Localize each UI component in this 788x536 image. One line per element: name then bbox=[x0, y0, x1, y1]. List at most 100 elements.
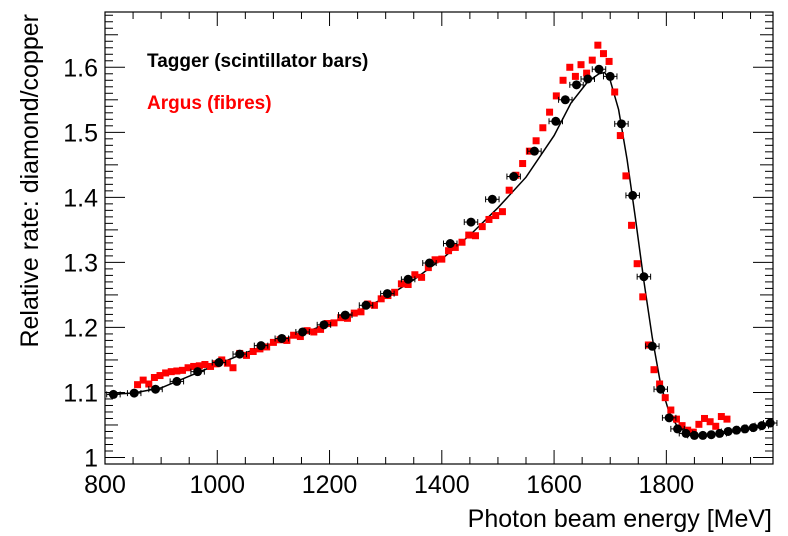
argus-point bbox=[519, 160, 527, 168]
argus-point bbox=[173, 367, 181, 375]
x-axis: 800 1000 1200 1400 1600 1800 bbox=[84, 12, 752, 499]
y-axis-title: Relative rate: diamond/copper bbox=[16, 14, 44, 348]
argus-point bbox=[139, 376, 147, 384]
tagger-point bbox=[639, 272, 649, 282]
argus-point bbox=[317, 325, 325, 333]
tagger-point bbox=[616, 119, 626, 129]
tagger-point bbox=[732, 425, 742, 435]
argus-point bbox=[418, 273, 426, 281]
tagger-point bbox=[277, 333, 287, 343]
tagger-point bbox=[681, 428, 691, 438]
legend: Tagger (scintillator bars) Argus (fibres… bbox=[147, 51, 368, 114]
tagger-point bbox=[193, 367, 203, 377]
argus-point bbox=[296, 333, 304, 341]
tagger-point bbox=[509, 172, 519, 182]
tagger-point bbox=[560, 95, 570, 105]
tagger-point bbox=[647, 341, 657, 351]
argus-point bbox=[611, 88, 619, 96]
argus-point bbox=[465, 231, 473, 239]
argus-point bbox=[478, 223, 486, 231]
argus-point bbox=[201, 360, 209, 368]
y-tick-label: 1 bbox=[84, 444, 98, 472]
argus-point bbox=[599, 50, 607, 58]
tagger-point bbox=[757, 421, 767, 431]
argus-point bbox=[350, 309, 358, 317]
argus-point bbox=[701, 414, 709, 422]
argus-point bbox=[583, 69, 591, 77]
tagger-point bbox=[594, 64, 604, 74]
y-tick-label: 1.1 bbox=[63, 379, 98, 407]
tagger-point bbox=[466, 217, 476, 227]
argus-point bbox=[656, 380, 664, 388]
tagger-point bbox=[424, 258, 434, 268]
argus-point bbox=[471, 232, 479, 240]
argus-point bbox=[552, 92, 560, 100]
argus-point bbox=[156, 372, 164, 380]
argus-point bbox=[695, 420, 703, 428]
argus-point bbox=[723, 415, 731, 423]
argus-point bbox=[310, 328, 318, 336]
tagger-point bbox=[172, 376, 182, 386]
legend-entry-tagger: Tagger (scintillator bars) bbox=[147, 51, 368, 72]
argus-point bbox=[223, 359, 231, 367]
tagger-point bbox=[340, 310, 350, 320]
argus-point bbox=[622, 172, 630, 180]
tagger-point bbox=[706, 430, 716, 440]
tagger-point bbox=[765, 418, 775, 428]
argus-point bbox=[184, 364, 192, 372]
argus-point bbox=[633, 260, 641, 268]
y-tick-label: 1.5 bbox=[63, 119, 98, 147]
argus-point bbox=[605, 57, 613, 65]
tagger-point bbox=[572, 80, 582, 90]
argus-point bbox=[162, 369, 170, 377]
argus-point bbox=[269, 338, 277, 346]
argus-point bbox=[571, 72, 579, 80]
y-tick-label: 1.6 bbox=[63, 54, 98, 82]
argus-point bbox=[263, 343, 271, 351]
argus-point bbox=[391, 288, 399, 296]
argus-point bbox=[303, 327, 311, 335]
argus-point bbox=[337, 314, 345, 322]
tagger-point bbox=[698, 430, 708, 440]
tagger-point bbox=[487, 194, 497, 204]
argus-point bbox=[150, 374, 158, 382]
legend-entry-argus: Argus (fibres) bbox=[147, 93, 272, 114]
x-tick-label: 1000 bbox=[189, 471, 245, 499]
argus-point bbox=[505, 186, 513, 194]
argus-point bbox=[195, 362, 203, 370]
tagger-point bbox=[445, 239, 455, 249]
argus-point bbox=[134, 381, 142, 389]
argus-point bbox=[650, 366, 658, 374]
argus-point bbox=[532, 137, 540, 145]
fit-curve-layer bbox=[107, 71, 774, 437]
argus-point bbox=[539, 124, 547, 132]
argus-point bbox=[594, 41, 602, 49]
argus-point bbox=[678, 422, 686, 430]
tagger-point bbox=[656, 384, 666, 394]
argus-point bbox=[290, 331, 298, 339]
fit-curve bbox=[107, 71, 774, 437]
tagger-point bbox=[583, 74, 593, 84]
x-tick-label: 1400 bbox=[414, 471, 470, 499]
argus-point bbox=[190, 362, 198, 370]
argus-point bbox=[424, 264, 432, 272]
tagger-point bbox=[382, 289, 392, 299]
argus-point bbox=[330, 319, 338, 327]
argus-point bbox=[397, 280, 405, 288]
x-tick-label: 1800 bbox=[639, 471, 695, 499]
argus-point bbox=[667, 406, 675, 414]
argus-point bbox=[566, 63, 574, 71]
argus-point bbox=[411, 271, 419, 279]
argus-point bbox=[451, 243, 459, 251]
tagger-point bbox=[715, 428, 725, 438]
argus-point bbox=[178, 366, 186, 374]
tagger-point bbox=[673, 424, 683, 434]
argus-point bbox=[283, 336, 291, 344]
plot-border bbox=[104, 11, 774, 465]
argus-point bbox=[498, 208, 506, 216]
argus-point bbox=[672, 415, 680, 423]
argus-point bbox=[712, 422, 720, 430]
y-tick-label: 1.4 bbox=[63, 184, 98, 212]
series-layer bbox=[106, 41, 778, 440]
